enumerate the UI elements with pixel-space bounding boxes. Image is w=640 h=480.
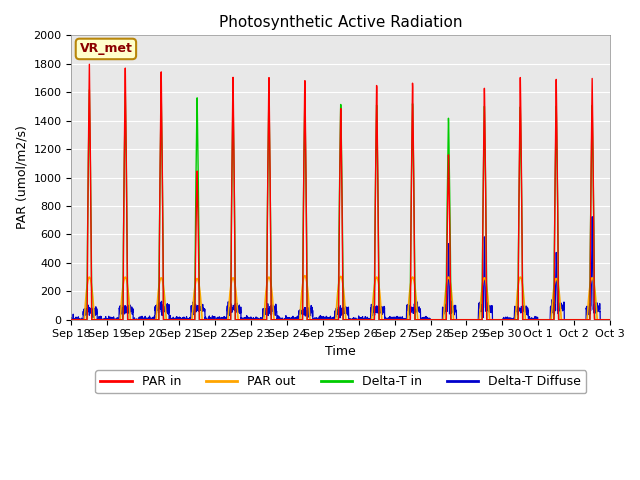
Title: Photosynthetic Active Radiation: Photosynthetic Active Radiation [219,15,463,30]
Text: VR_met: VR_met [79,42,132,56]
X-axis label: Time: Time [325,345,356,358]
Y-axis label: PAR (umol/m2/s): PAR (umol/m2/s) [15,126,28,229]
Legend: PAR in, PAR out, Delta-T in, Delta-T Diffuse: PAR in, PAR out, Delta-T in, Delta-T Dif… [95,370,586,393]
